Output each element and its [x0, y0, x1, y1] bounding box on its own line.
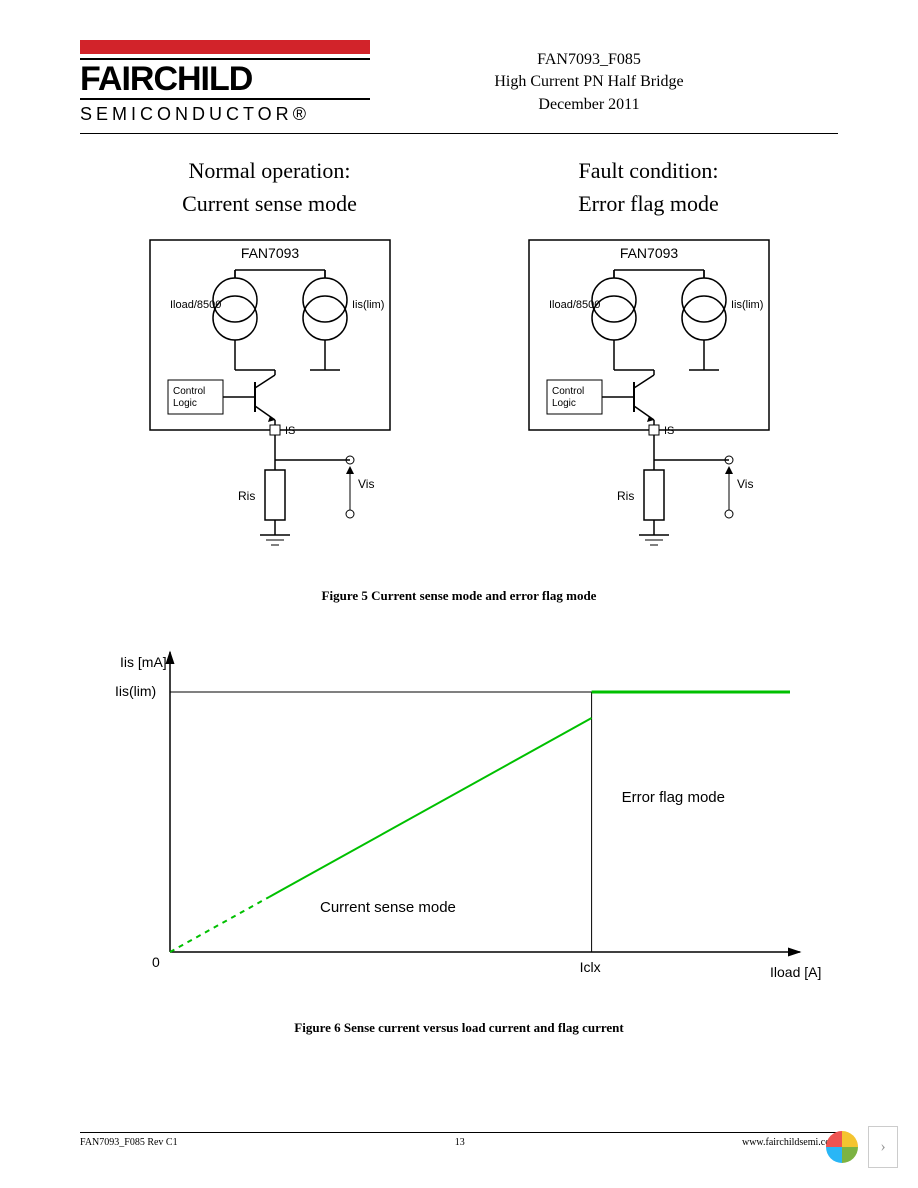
- circuit-diagrams: FAN7093Iload/8500Iis(lim)ControlLogicISV…: [80, 230, 838, 570]
- svg-text:0: 0: [152, 954, 160, 970]
- svg-text:FAN7093: FAN7093: [240, 245, 299, 261]
- sense-current-chart: Iis [mA] Iload [A] 0 Iis(lim) Iclx Current se…: [80, 622, 840, 1002]
- footer-left: FAN7093_F085 Rev C1: [80, 1137, 178, 1148]
- footer-center: 13: [455, 1137, 465, 1148]
- svg-text:Iis(lim): Iis(lim): [115, 683, 156, 699]
- svg-text:IS: IS: [285, 425, 295, 437]
- svg-text:Vis: Vis: [358, 477, 374, 491]
- svg-text:Iload [A]: Iload [A]: [770, 964, 821, 980]
- doc-subtitle: High Current PN Half Bridge: [380, 71, 798, 93]
- doc-date: December 2011: [380, 94, 798, 116]
- svg-text:Iclx: Iclx: [580, 959, 601, 975]
- svg-text:Ris: Ris: [617, 489, 634, 503]
- figure6-caption: Figure 6 Sense current versus load curre…: [80, 1020, 838, 1036]
- svg-text:Iis(lim): Iis(lim): [352, 299, 384, 311]
- doc-title-block: FAN7093_F085 High Current PN Half Bridge…: [380, 49, 838, 116]
- svg-text:Error flag mode: Error flag mode: [622, 789, 725, 806]
- svg-text:FAN7093: FAN7093: [619, 245, 678, 261]
- page-header: FAIRCHILD SEMICONDUCTOR® FAN7093_F085 Hi…: [80, 40, 838, 134]
- svg-text:Iload/8500: Iload/8500: [549, 299, 600, 311]
- circuit-left: FAN7093 Iload/8500 Iis(lim) ControlLogic IS V…: [140, 230, 400, 570]
- svg-text:Logic: Logic: [173, 398, 197, 409]
- pinwheel-icon[interactable]: [822, 1127, 862, 1167]
- svg-text:Vis: Vis: [737, 477, 753, 491]
- circuit-right: FAN7093 Iload/8500 Iis(lim) ControlLogic IS V…: [519, 230, 779, 570]
- corner-widget: ›: [822, 1126, 898, 1168]
- next-arrow-button[interactable]: ›: [868, 1126, 898, 1168]
- mode-headers: Normal operation: Current sense mode Fau…: [80, 154, 838, 220]
- logo-sub: SEMICONDUCTOR®: [80, 104, 380, 125]
- logo-name: FAIRCHILD: [80, 58, 370, 100]
- page-footer: FAN7093_F085 Rev C1 13 www.fairchildsemi…: [80, 1132, 838, 1148]
- right-mode-title2: Error flag mode: [482, 187, 816, 220]
- doc-part: FAN7093_F085: [380, 49, 798, 71]
- svg-text:IS: IS: [664, 425, 674, 437]
- svg-text:Logic: Logic: [552, 398, 576, 409]
- left-mode-title2: Current sense mode: [103, 187, 437, 220]
- svg-text:Iload/8500: Iload/8500: [170, 299, 221, 311]
- fairchild-logo: FAIRCHILD SEMICONDUCTOR®: [80, 40, 380, 125]
- svg-text:Control: Control: [552, 386, 584, 397]
- svg-text:Iis(lim): Iis(lim): [731, 299, 763, 311]
- logo-red-bar: [80, 40, 370, 54]
- svg-text:Iis [mA]: Iis [mA]: [120, 654, 167, 670]
- svg-text:Current sense mode: Current sense mode: [320, 899, 456, 916]
- svg-text:Ris: Ris: [238, 489, 255, 503]
- svg-text:Control: Control: [173, 386, 205, 397]
- right-mode-title1: Fault condition:: [482, 154, 816, 187]
- left-mode-title1: Normal operation:: [103, 154, 437, 187]
- figure5-caption: Figure 5 Current sense mode and error fl…: [80, 588, 838, 604]
